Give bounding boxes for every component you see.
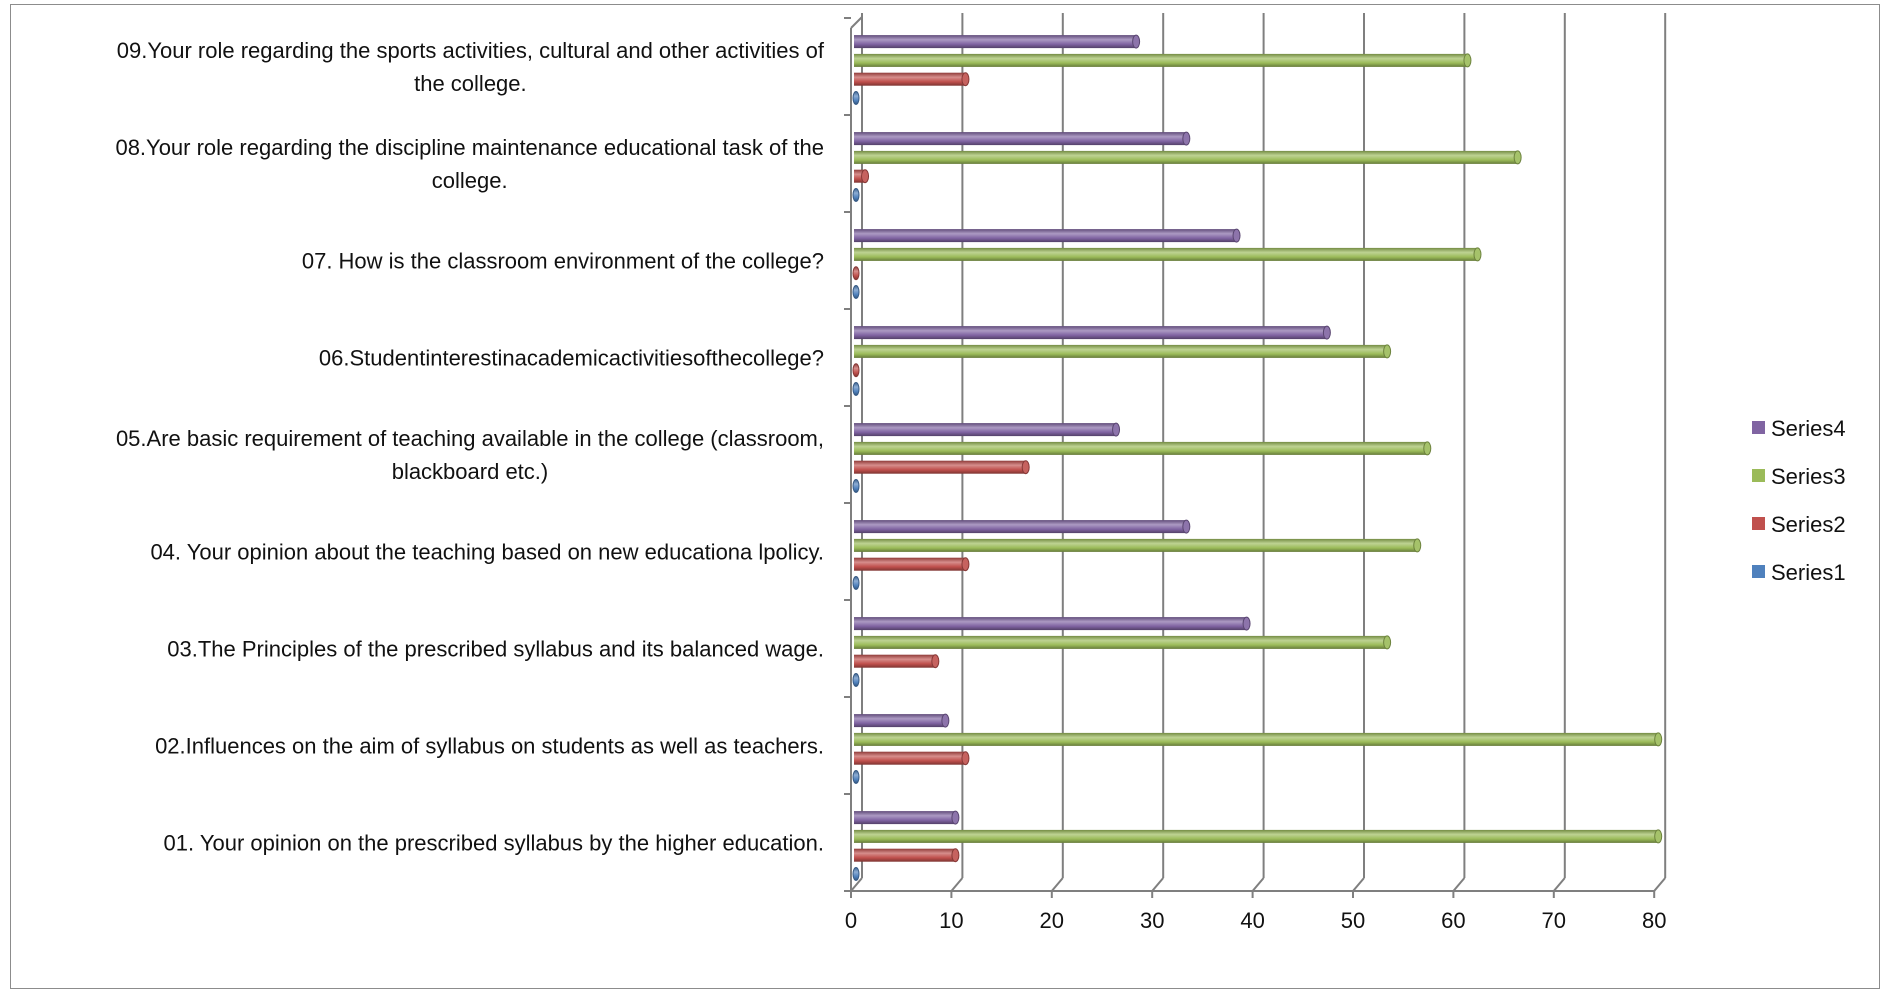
bar-series3-cat-8 (854, 150, 1522, 165)
bar-series1-cat-6 (852, 382, 860, 396)
bar-series1-cat-8 (852, 188, 860, 202)
legend-item-series2: Series2 (1752, 512, 1846, 537)
x-tick-label: 30 (1140, 908, 1164, 933)
legend-label: Series2 (1771, 512, 1846, 537)
bar-series4-cat-1 (854, 810, 960, 825)
x-tick-label: 50 (1341, 908, 1365, 933)
legend: Series4 Series3 Series2 Series1 (1752, 416, 1846, 585)
legend-swatch (1752, 565, 1765, 578)
bar-series1-cat-7 (852, 285, 860, 299)
bar-series2-cat-9 (854, 72, 970, 87)
x-tick-labels: 0 10 20 30 40 50 60 70 80 (845, 908, 1667, 933)
floor-gridline-80 (1653, 877, 1666, 892)
bar-series4-cat-7 (854, 228, 1241, 243)
bar-series1-cat-9 (852, 91, 860, 105)
bar-series4-cat-8 (854, 131, 1191, 146)
bar-series4-cat-5 (854, 422, 1121, 437)
floor-gridline-30 (1151, 877, 1164, 892)
bar-series3-cat-2 (854, 732, 1663, 747)
legend-label: Series4 (1771, 416, 1846, 441)
x-tick-label: 70 (1542, 908, 1566, 933)
legend-label: Series1 (1771, 560, 1846, 585)
bar-series1-cat-5 (852, 479, 860, 493)
floor-gridline-40 (1251, 877, 1265, 892)
category-label: 01. Your opinion on the prescribed sylla… (164, 831, 824, 856)
bar-series4-cat-4 (854, 519, 1191, 534)
bars (852, 34, 1663, 881)
legend-label: Series3 (1771, 464, 1846, 489)
y-axis-top-edge (850, 16, 863, 29)
category-label: 07. How is the classroom environment of … (302, 249, 824, 274)
bar-series1-cat-4 (852, 576, 860, 590)
category-label: 04. Your opinion about the teaching base… (150, 540, 824, 565)
x-tick-label: 80 (1642, 908, 1666, 933)
floor-gridline-50 (1352, 877, 1365, 892)
bar-series2-cat-5 (854, 460, 1030, 475)
category-label: 05.Are basic requirement of teaching ava… (116, 426, 824, 484)
bar-series3-cat-3 (854, 635, 1392, 650)
floor-gridline-60 (1452, 877, 1466, 892)
chart-frame (10, 4, 1880, 989)
bar-series3-cat-7 (854, 247, 1482, 262)
bar-series1-cat-2 (852, 770, 860, 784)
bar-series1-cat-3 (852, 673, 860, 687)
floor-gridline-10 (950, 877, 964, 892)
legend-item-series1: Series1 (1752, 560, 1846, 585)
legend-swatch (1752, 469, 1765, 482)
x-tick-label: 0 (845, 908, 857, 933)
category-label: 09.Your role regarding the sports activi… (117, 38, 825, 96)
floor-gridline-70 (1553, 877, 1566, 892)
legend-item-series4: Series4 (1752, 416, 1846, 441)
x-tick-label: 60 (1441, 908, 1465, 933)
legend-swatch (1752, 421, 1765, 434)
legend-item-series3: Series3 (1752, 464, 1846, 489)
x-tick-label: 20 (1040, 908, 1064, 933)
legend-swatch (1752, 517, 1765, 530)
category-label: 02.Influences on the aim of syllabus on … (155, 734, 824, 759)
category-labels: 01. Your opinion on the prescribed sylla… (115, 38, 824, 856)
floor-gridline-0 (850, 877, 863, 892)
bar-series3-cat-9 (854, 53, 1472, 68)
bar-series2-cat-8 (854, 169, 870, 184)
x-tick-label: 40 (1240, 908, 1264, 933)
bar-series4-cat-2 (854, 713, 950, 728)
category-label: 03.The Principles of the prescribed syll… (167, 637, 824, 662)
bar-series1-cat-1 (852, 867, 860, 881)
bar-series4-cat-9 (854, 34, 1141, 49)
bar-series3-cat-5 (854, 441, 1432, 456)
bar-series4-cat-3 (854, 616, 1251, 631)
x-tick-label: 10 (939, 908, 963, 933)
bar-series3-cat-4 (854, 538, 1422, 553)
bar-series2-cat-1 (854, 848, 960, 863)
bar-series2-cat-6 (852, 363, 860, 378)
axes (844, 16, 1656, 898)
bar-series2-cat-2 (854, 751, 970, 766)
bar-series3-cat-6 (854, 344, 1392, 359)
floor-gridline-20 (1051, 877, 1064, 892)
category-label: 08.Your role regarding the discipline ma… (115, 135, 824, 193)
bar-series2-cat-4 (854, 557, 970, 572)
bar-series2-cat-3 (854, 654, 940, 669)
bar-series4-cat-6 (854, 325, 1331, 340)
bar-series3-cat-1 (854, 829, 1663, 844)
bar-series2-cat-7 (852, 266, 860, 281)
category-label: 06.Studentinterestinacademicactivitiesof… (319, 346, 824, 371)
